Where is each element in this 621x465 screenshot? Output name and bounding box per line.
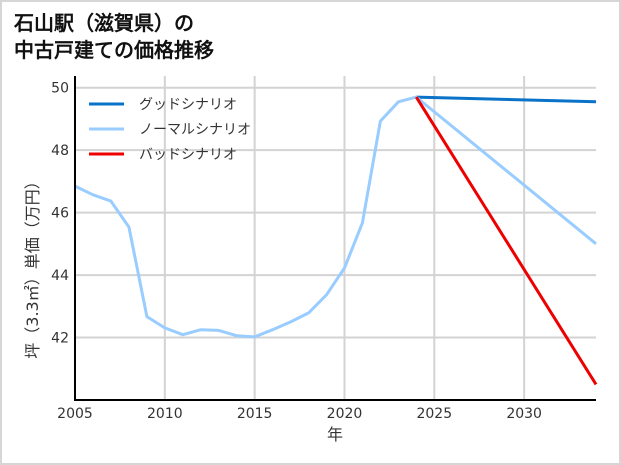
- series-line: [415, 96, 598, 386]
- x-tick-label: 2025: [416, 406, 452, 422]
- y-tick-label: 48: [51, 143, 69, 159]
- y-tick-label: 42: [51, 331, 69, 347]
- series-line: [416, 95, 597, 104]
- x-tick-label: 2015: [237, 406, 273, 422]
- x-tick-labels: 2005 2010 2015 2020 2025 2030: [57, 406, 542, 422]
- series-line: [74, 95, 597, 339]
- y-tick-labels: 42 44 46 48 50: [51, 81, 69, 347]
- x-tick-label: 2010: [147, 406, 183, 422]
- y-tick-label: 50: [51, 81, 69, 97]
- chart-title-line-1: 石山駅（滋賀県）の: [14, 11, 194, 35]
- x-tick-label: 2020: [327, 406, 363, 422]
- y-tick-label: 44: [51, 268, 69, 284]
- legend-label: ノーマルシナリオ: [139, 122, 251, 138]
- x-tick-label: 2005: [57, 406, 93, 422]
- legend-label: グッドシナリオ: [139, 97, 237, 113]
- series-lines: [74, 95, 598, 386]
- axes: [74, 76, 596, 401]
- x-tick-label: 2030: [506, 406, 542, 422]
- y-axis-label: 坪（3.3㎡）単価（万円）: [23, 173, 42, 358]
- x-axis-label: 年: [327, 425, 343, 444]
- legend-label: バッドシナリオ: [139, 147, 237, 163]
- chart-title-line-2: 中古戸建ての価格推移: [14, 38, 214, 62]
- chart-title: 石山駅（滋賀県）の 中古戸建ての価格推移: [14, 10, 214, 64]
- y-tick-label: 46: [51, 206, 69, 222]
